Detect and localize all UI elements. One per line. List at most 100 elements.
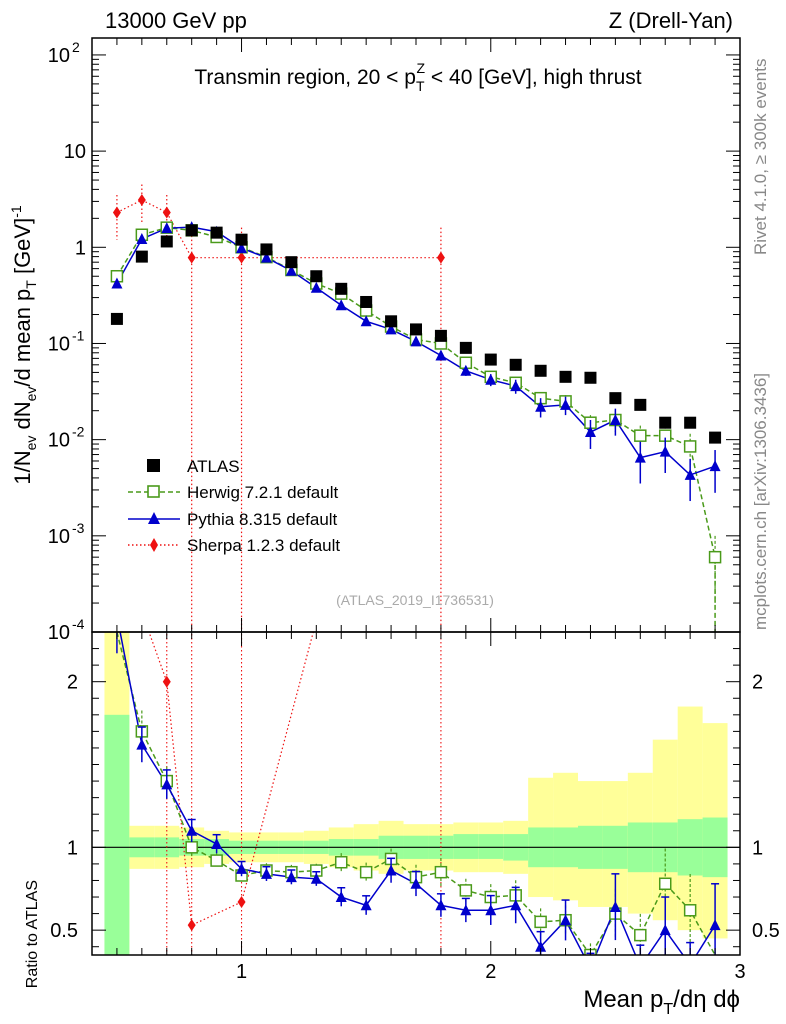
pythia-point: [510, 380, 522, 392]
y-tick-label: 10: [48, 622, 70, 644]
pythia-point: [560, 398, 572, 410]
atlas-point: [484, 353, 497, 366]
ratio-herwig-point: [334, 855, 348, 869]
upper-panel: [110, 184, 722, 632]
ratio-pythia-point: [236, 862, 248, 874]
herwig-point: [683, 440, 697, 453]
y-tick-exponent: -2: [72, 424, 85, 440]
ratio-herwig-point: [210, 854, 223, 867]
ratio-pythia-point: [161, 778, 173, 790]
atlas-point: [609, 392, 622, 405]
ylabel-upper: 1/Nev dNev/d mean pT [GeV]-1: [8, 205, 39, 485]
x-tick-label: 2: [485, 961, 496, 983]
atlas-point: [310, 270, 323, 283]
sherpa-point: [162, 206, 171, 219]
rivet-version-label: Rivet 4.1.0, ≥ 300k events: [751, 59, 770, 255]
ratio-pythia-point: [485, 904, 497, 916]
atlas-point: [335, 282, 348, 295]
band-stat: [453, 834, 479, 859]
y-tick-label: 10: [48, 45, 70, 67]
atlas-point: [459, 341, 472, 354]
legend-pythia-label: Pythia 8.315 default: [187, 510, 338, 529]
ratio-pythia-point: [435, 899, 447, 911]
ratio-tick-label-right: 2: [752, 672, 763, 694]
ratio-pythia-point: [659, 924, 671, 936]
pythia-point: [485, 373, 497, 385]
ratio-pythia-point: [560, 914, 572, 926]
ratio-tick-label-right: 1: [752, 837, 763, 859]
atlas-point: [360, 295, 373, 308]
pythia-point: [584, 426, 596, 438]
ratio-pythia-point: [609, 900, 621, 912]
ratio-pythia-point: [385, 864, 397, 876]
atlas-point: [709, 431, 722, 444]
legend-herwig-marker: [147, 485, 160, 498]
y-tick-label: 10: [48, 333, 70, 355]
pythia-point: [410, 335, 422, 347]
herwig-point: [708, 550, 722, 564]
ratio-sherpa-point: [187, 919, 196, 932]
pythia-point: [335, 299, 347, 311]
pythia-point: [136, 232, 148, 244]
ratio-pythia-point: [335, 891, 347, 903]
ratio-herwig-point: [185, 841, 198, 854]
ratio-herwig-point: [359, 865, 373, 879]
y-tick-label: 1: [75, 237, 86, 259]
sherpa-point: [112, 206, 121, 219]
atlas-point: [110, 312, 123, 325]
legend-atlas-label: ATLAS: [187, 457, 240, 476]
ratio-sherpa-point: [162, 675, 171, 688]
ratio-herwig-point: [634, 928, 647, 942]
y-tick-label: 10: [48, 430, 70, 452]
sherpa-point: [137, 194, 146, 207]
ratio-pythia-point: [360, 899, 372, 911]
ratio-herwig-point: [111, 552, 122, 563]
pythia-point: [460, 364, 472, 376]
ratio-herwig-point: [683, 904, 697, 917]
herwig-line: [116, 226, 716, 632]
pythia-point: [435, 349, 447, 361]
mcplots-label: mcplots.cern.ch [arXiv:1306.3436]: [751, 373, 770, 630]
pythia-point: [161, 222, 173, 234]
ratio-pythia-point: [585, 962, 596, 973]
atlas-point: [659, 416, 672, 429]
ratio-pythia-point: [685, 959, 696, 970]
y-tick-exponent: -1: [72, 327, 85, 343]
atlas-point: [135, 250, 148, 263]
ratio-pythia-point: [709, 919, 721, 931]
pythia-point: [709, 460, 721, 472]
atlas-point: [285, 256, 298, 269]
pythia-point: [236, 242, 248, 254]
legend: ATLAS Herwig 7.2.1 default Pythia 8.315 …: [128, 457, 340, 555]
pythia-point: [360, 315, 372, 327]
atlas-point: [434, 329, 447, 342]
pythia-point: [111, 277, 123, 289]
legend-herwig-label: Herwig 7.2.1 default: [187, 483, 338, 502]
legend-pythia-marker: [148, 512, 160, 524]
ratio-pythia-point: [535, 940, 547, 952]
ratio-herwig-point: [658, 877, 672, 891]
ratio-tick-label: 0.5: [50, 920, 78, 942]
ratio-pythia-point: [310, 872, 322, 884]
band-total: [677, 706, 703, 931]
pythia-point: [285, 264, 297, 276]
atlas-point: [385, 315, 398, 328]
pythia-point: [260, 251, 272, 263]
ratio-pythia-point: [260, 867, 272, 879]
ratio-pythia-point: [186, 824, 198, 836]
plot-title: Transmin region, 20 < pTZ < 40 [GeV], hi…: [194, 60, 641, 94]
pythia-point: [684, 468, 696, 480]
y-tick-label: 10: [64, 141, 86, 163]
legend-atlas-marker: [147, 459, 160, 472]
atlas-point: [509, 358, 522, 371]
ratio-pythia-point: [635, 961, 646, 972]
pythia-point: [535, 400, 547, 412]
y-tick-exponent: 2: [72, 39, 80, 55]
ratio-herwig-point: [434, 865, 448, 879]
ratio-tick-label: 1: [67, 837, 78, 859]
sherpa-point: [237, 251, 246, 264]
y-tick-exponent: -4: [72, 616, 85, 632]
x-tick-label: 3: [734, 961, 745, 983]
ratio-herwig-point: [534, 915, 547, 929]
